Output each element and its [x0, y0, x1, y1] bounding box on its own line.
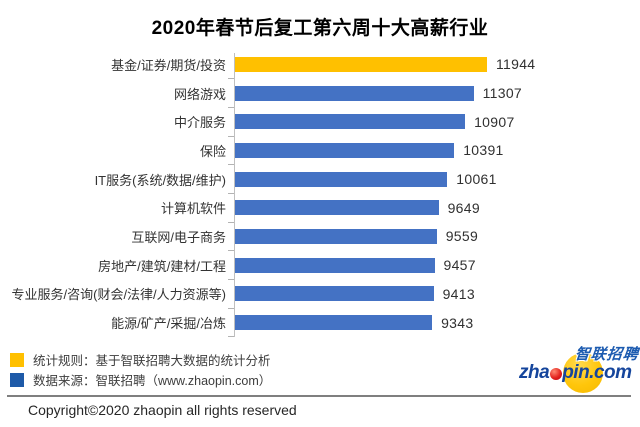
legend-swatch-icon [10, 372, 24, 387]
legend-label: 统计规则：基于智联招聘大数据的统计分析 [33, 354, 271, 368]
bar-value: 10907 [474, 113, 515, 130]
bar-value: 9649 [447, 199, 480, 216]
bar-value: 9559 [445, 228, 479, 245]
legend: 统计规则：基于智联招聘大数据的统计分析 数据来源：智联招聘（www.zhaopin… [10, 350, 271, 390]
chart-row: 能源/矿产/采掘/冶炼 9343 [0, 308, 640, 338]
chart-row: 专业服务/咨询(财会/法律/人力资源等) 9413 [0, 280, 640, 309]
bar-label: IT服务(系统/数据/维护) [94, 172, 226, 188]
bar [235, 228, 437, 244]
zhaopin-logo: 智联招聘 zha pin.com [518, 343, 640, 395]
legend-swatch-icon [10, 352, 24, 367]
bar-label: 计算机软件 [160, 201, 226, 217]
bar-value: 11307 [482, 85, 522, 102]
bar-value: 10061 [456, 171, 497, 188]
logo-wordmark: zha pin.com [519, 362, 632, 384]
logo-yellow-circle-icon [563, 353, 603, 393]
chart-row: 保险 10391 [0, 136, 640, 165]
copyright-text: Copyright©2020 zhaopin all rights reserv… [28, 402, 297, 418]
bar-chart: 基金/证券/期货/投资 11944 网络游戏 11307 中介服务 10907 保险 1039… [0, 50, 640, 338]
bar-value: 9457 [443, 257, 476, 274]
bar [235, 56, 487, 72]
bar [235, 315, 433, 331]
footer-divider [7, 395, 631, 397]
bar-label: 专业服务/咨询(财会/法律/人力资源等) [11, 287, 227, 303]
legend-label: 数据来源：智联招聘（www.zhaopin.com） [33, 374, 272, 388]
bar-value: 10391 [463, 142, 504, 159]
bar-label: 网络游戏 [173, 86, 226, 102]
bar-value: 9413 [442, 285, 475, 302]
legend-item: 统计规则：基于智联招聘大数据的统计分析 [10, 350, 271, 369]
logo-wordmark-right: pin.com [562, 362, 632, 383]
chart-rows: 基金/证券/期货/投资 11944 网络游戏 11307 中介服务 10907 保险 1039… [0, 50, 640, 338]
bar [235, 142, 455, 158]
bar-label: 基金/证券/期货/投资 [111, 57, 226, 73]
bar-label: 房地产/建筑/建材/工程 [98, 258, 226, 274]
chart-row: 基金/证券/期货/投资 11944 [0, 50, 640, 79]
y-axis-line [234, 53, 235, 337]
bar [235, 85, 474, 101]
logo-brand-cn: 智联招聘 [573, 346, 640, 363]
logo-wordmark-left: zha [519, 362, 550, 383]
bar-label: 互联网/电子商务 [131, 229, 226, 245]
chart-row: 网络游戏 11307 [0, 79, 640, 108]
chart-row: 中介服务 10907 [0, 107, 640, 137]
bar [235, 286, 434, 302]
bar [235, 114, 466, 130]
legend-item: 数据来源：智联招聘（www.zhaopin.com） [10, 370, 271, 389]
chart-row: 房地产/建筑/建材/工程 9457 [0, 251, 640, 280]
chart-title: 2020年春节后复工第六周十大高薪行业 [151, 18, 489, 39]
bar [235, 171, 448, 187]
chart-row: 计算机软件 9649 [0, 193, 640, 223]
logo-red-dot-icon [550, 368, 563, 380]
chart-row: 互联网/电子商务 9559 [0, 222, 640, 251]
chart-row: IT服务(系统/数据/维护) 10061 [0, 165, 640, 194]
bar-label: 中介服务 [173, 115, 226, 131]
bar-label: 保险 [199, 143, 226, 159]
bar [235, 257, 435, 273]
bar-value: 9343 [441, 314, 474, 331]
bar-label: 能源/矿产/采掘/冶炼 [111, 316, 226, 332]
bar-value: 11944 [496, 56, 536, 73]
bar [235, 200, 439, 216]
